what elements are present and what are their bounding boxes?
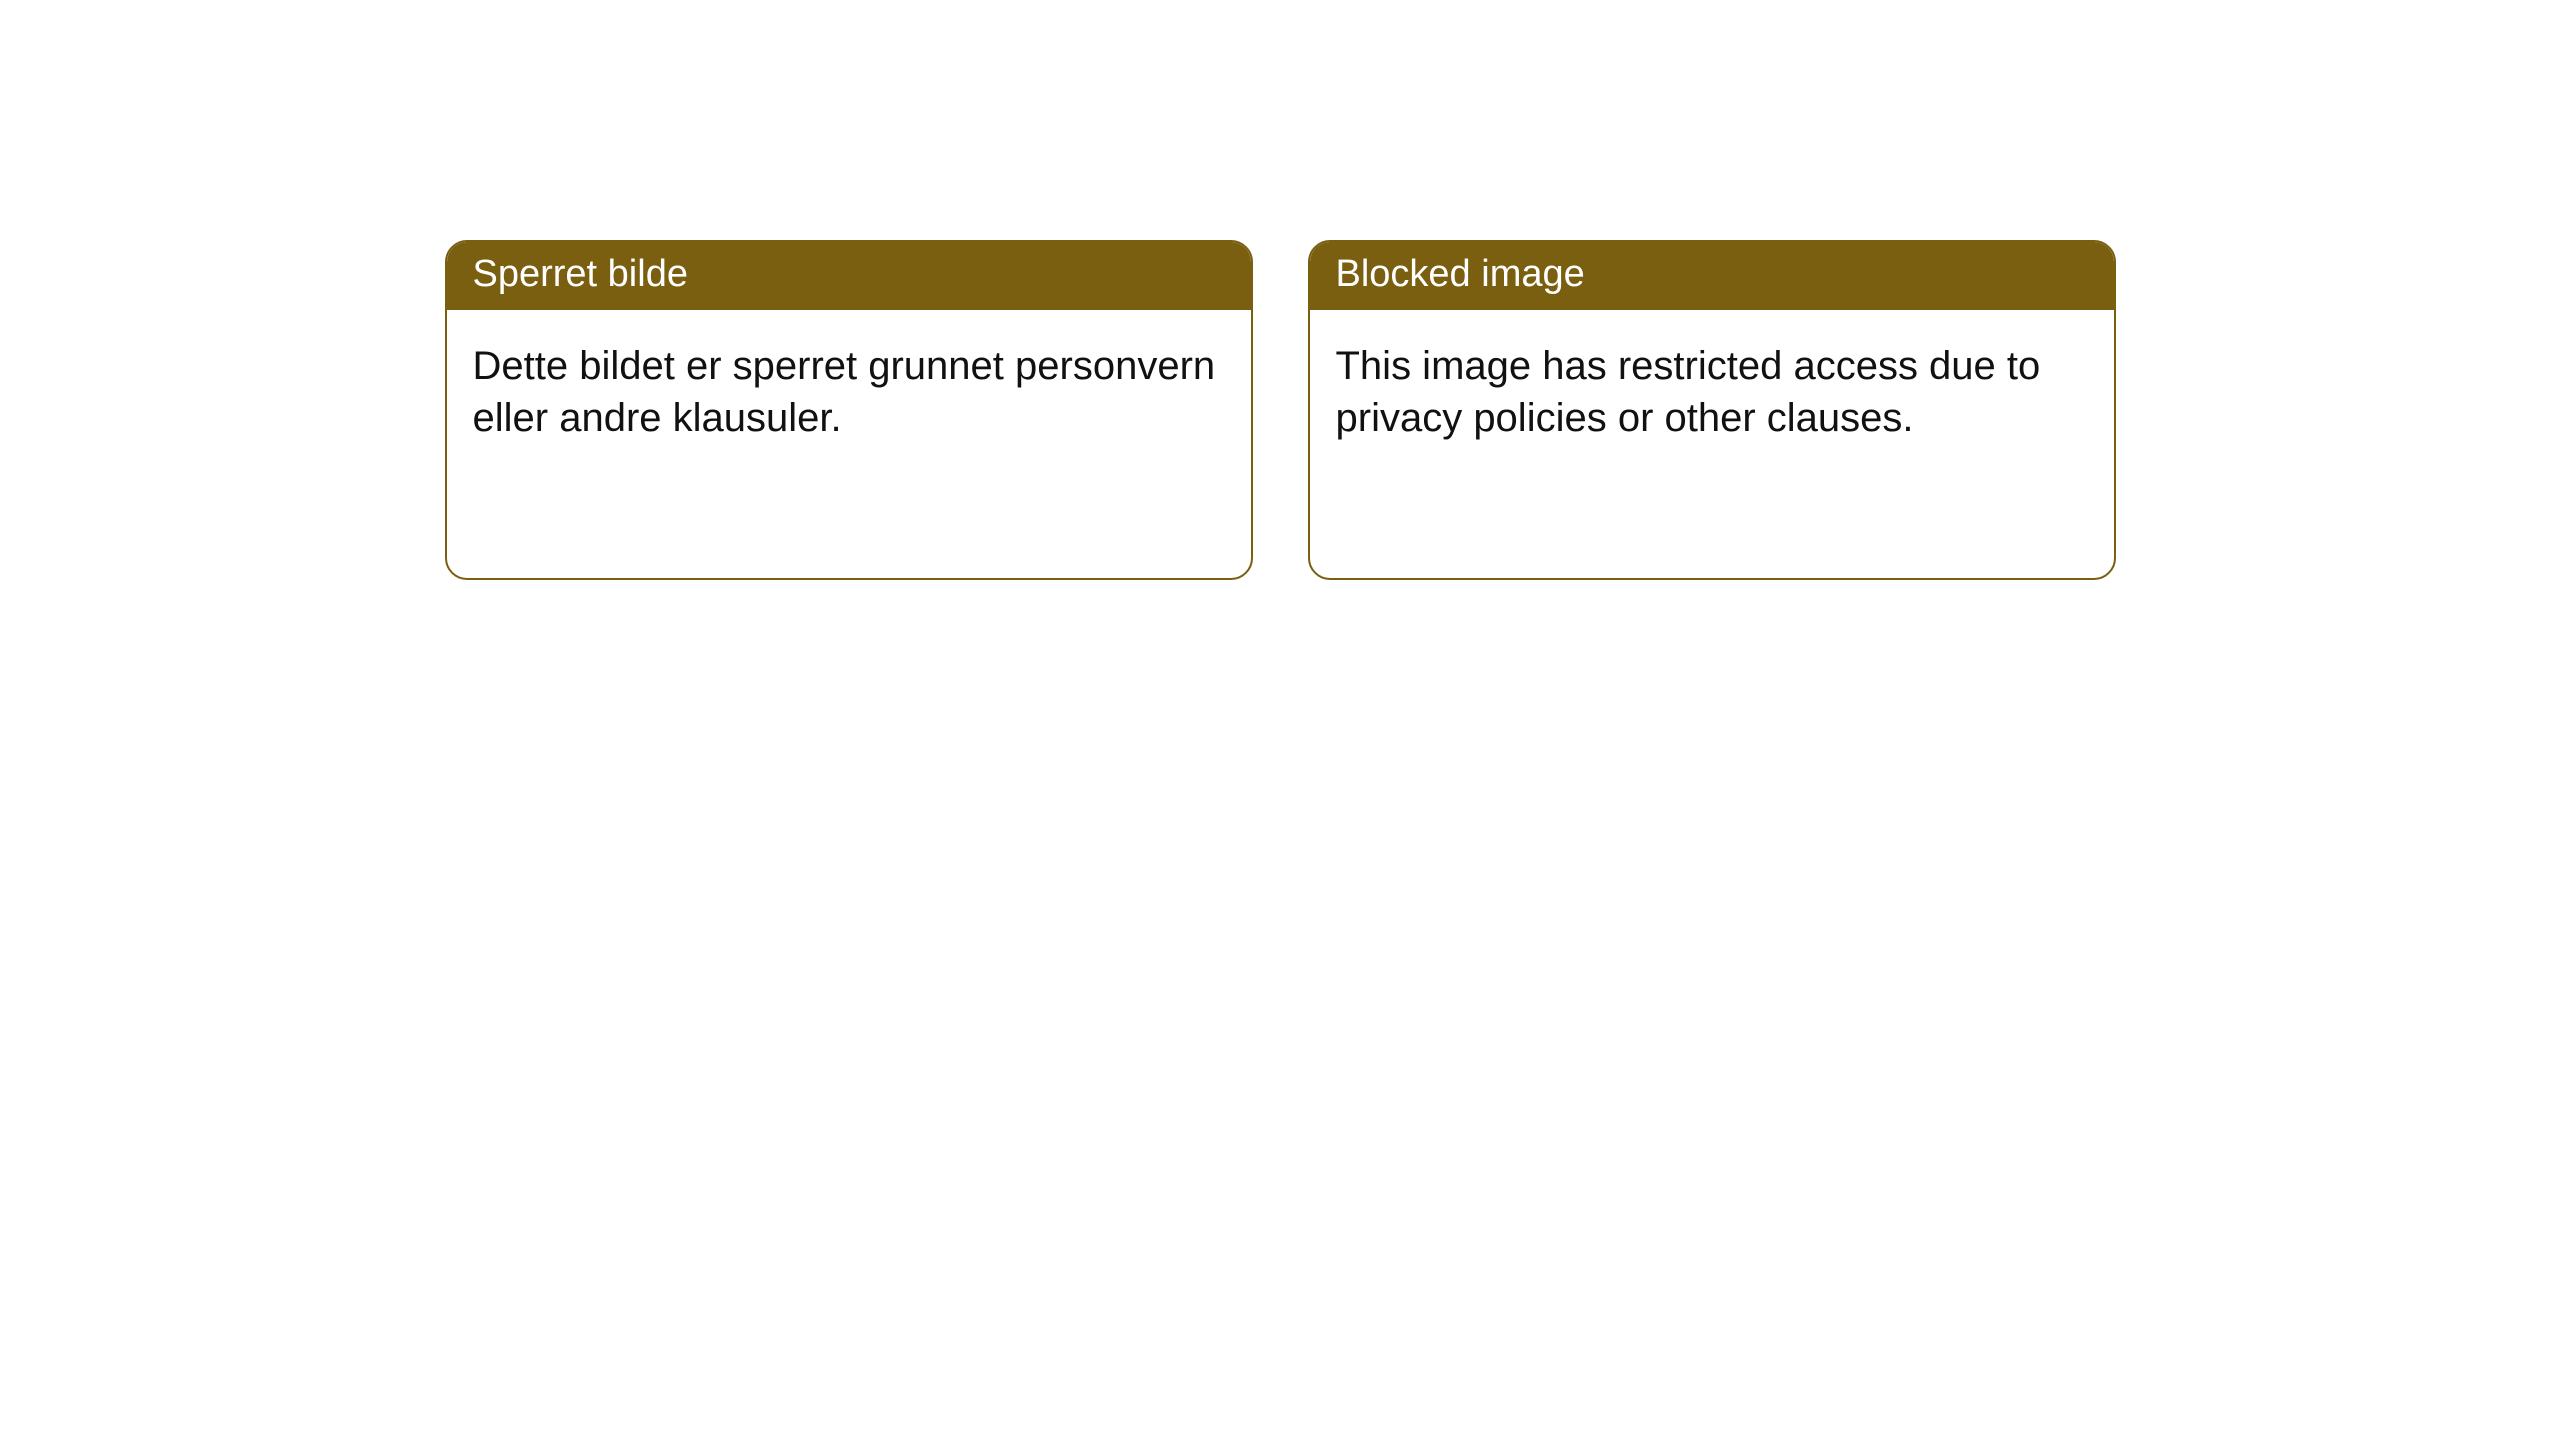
card-header-no: Sperret bilde — [447, 242, 1251, 310]
blocked-image-card-en: Blocked image This image has restricted … — [1308, 240, 2116, 580]
blocked-image-card-no: Sperret bilde Dette bildet er sperret gr… — [445, 240, 1253, 580]
card-body-en: This image has restricted access due to … — [1310, 310, 2114, 476]
card-body-no: Dette bildet er sperret grunnet personve… — [447, 310, 1251, 476]
cards-container: Sperret bilde Dette bildet er sperret gr… — [445, 240, 2116, 1440]
card-header-en: Blocked image — [1310, 242, 2114, 310]
